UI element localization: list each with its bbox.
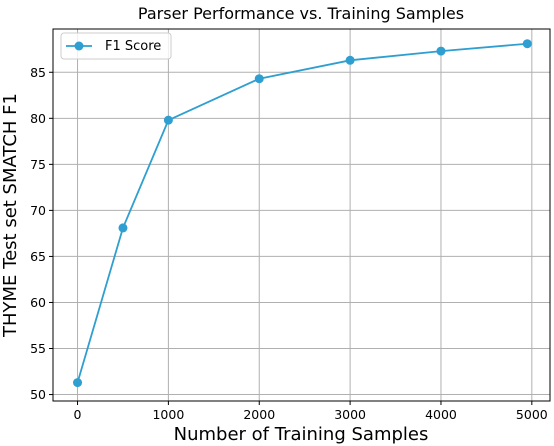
series-layer	[73, 39, 532, 388]
y-tick-label: 55	[30, 341, 46, 356]
data-point	[345, 55, 355, 65]
y-tick-label: 65	[30, 249, 46, 264]
y-axis-label: THYME Test set SMATCH F1	[0, 93, 21, 338]
legend-box	[60, 32, 172, 60]
data-point	[522, 39, 532, 49]
axis-ticks: 0 1000 2000 3000 4000 5000 50 55 60 65 70 75 80 85	[30, 65, 548, 422]
legend-label: F1 Score	[105, 39, 161, 54]
x-tick-label: 2000	[243, 407, 275, 422]
x-tick-label: 1000	[152, 407, 184, 422]
y-tick-label: 70	[30, 203, 46, 218]
series-line	[76, 42, 528, 383]
x-tick-label: 3000	[334, 407, 366, 422]
y-tick-label: 75	[30, 157, 46, 172]
x-tick-label: 4000	[425, 407, 457, 422]
chart-title: Parser Performance vs. Training Samples	[138, 4, 464, 23]
data-point	[118, 223, 128, 233]
data-point	[73, 378, 83, 388]
plot-frame	[52, 28, 551, 402]
data-point	[163, 115, 173, 125]
y-tick-label: 80	[30, 111, 46, 126]
x-tick-label: 5000	[516, 407, 548, 422]
y-tick-label: 85	[30, 65, 46, 80]
grid	[53, 29, 550, 401]
x-tick-label: 0	[74, 407, 82, 422]
data-point	[254, 74, 264, 84]
legend: F1 Score	[60, 32, 172, 60]
x-axis-label: Number of Training Samples	[174, 424, 429, 445]
y-tick-label: 60	[30, 295, 46, 310]
data-point	[436, 46, 446, 56]
legend-marker-swatch	[74, 41, 84, 51]
y-tick-label: 50	[30, 387, 46, 402]
